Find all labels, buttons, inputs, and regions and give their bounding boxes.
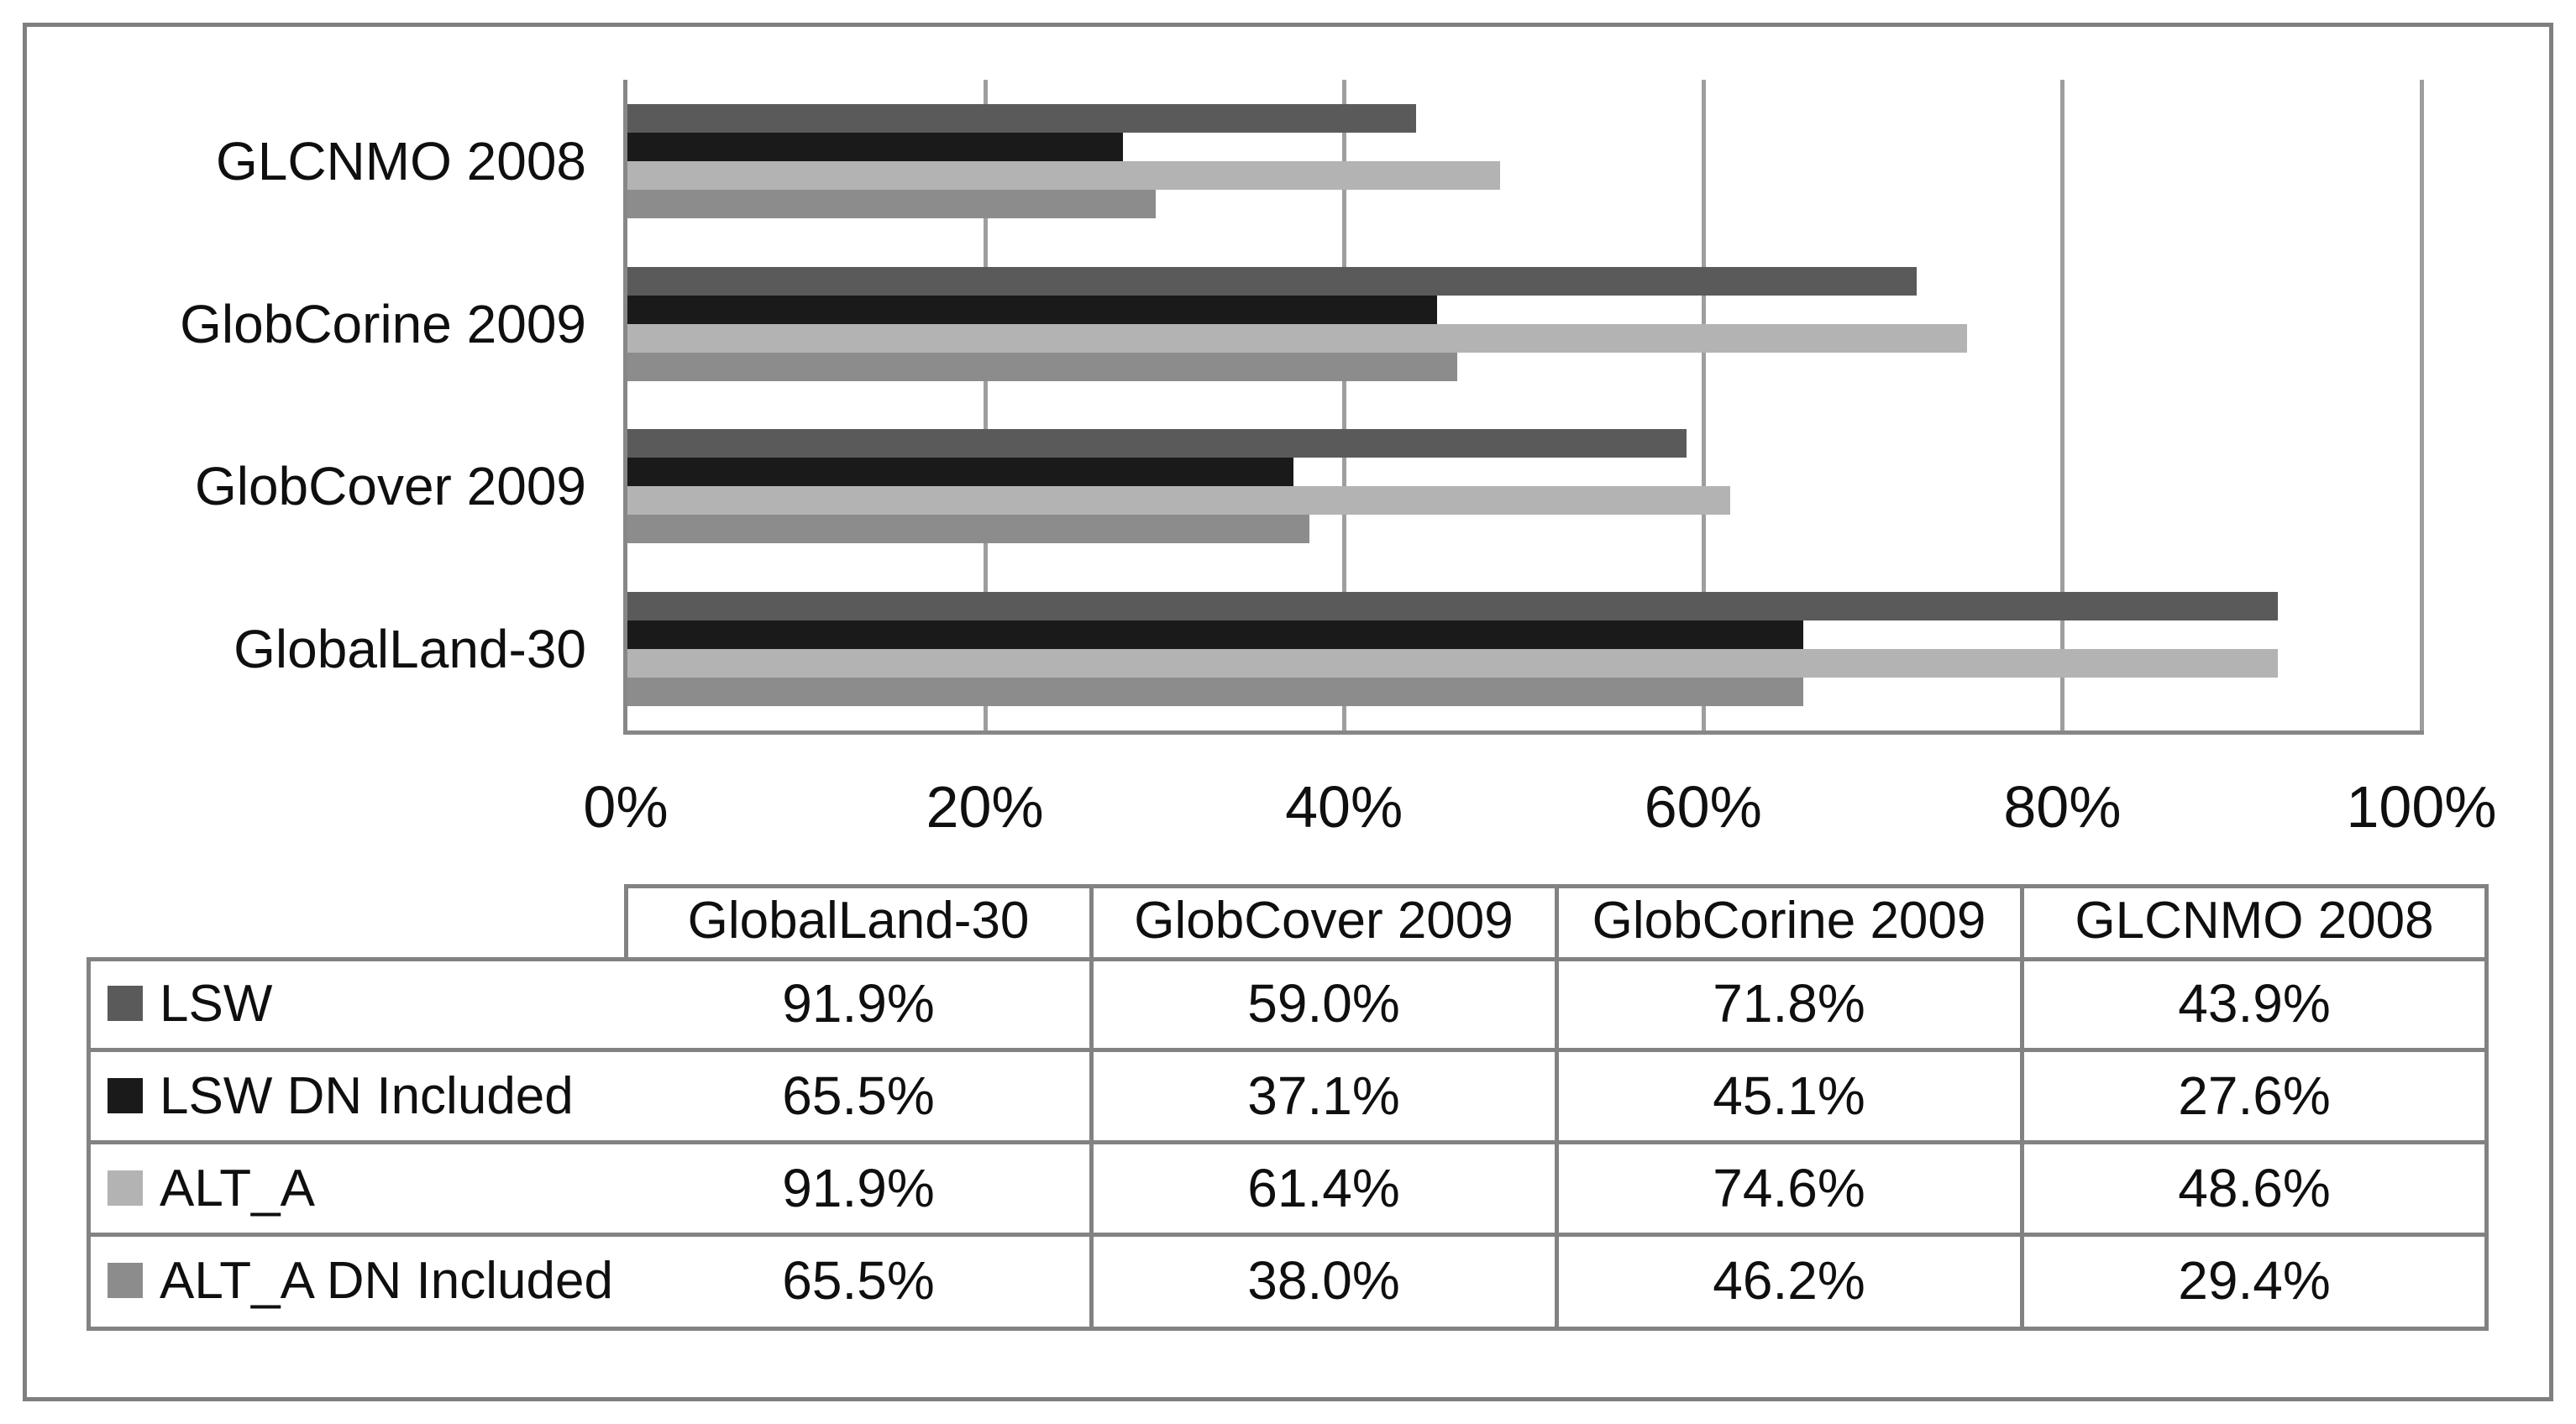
bar-glcnmo-2008-lsw-dn-included (627, 132, 1123, 161)
bar-globalland-30-alt-a (627, 649, 2278, 678)
table-cell-lsw-dn-included-globcorine-2009: 45.1% (1713, 1065, 1865, 1126)
bar-glcnmo-2008-alt-a (627, 160, 1500, 190)
table-column-separator (2020, 884, 2024, 1327)
table-header-globcover-2009: GlobCover 2009 (1134, 892, 1514, 950)
table-row-separator (88, 1233, 2487, 1237)
table-header-globalland-30: GlobalLand-30 (687, 892, 1030, 950)
table-row-separator (88, 1048, 2487, 1052)
bar-globcorine-2009-alt-a-dn-included (627, 352, 1457, 381)
x-tick-label-0: 0% (583, 774, 669, 840)
legend-label: LSW (160, 974, 273, 1033)
x-tick-label-100: 100% (2346, 774, 2497, 840)
legend-swatch-alt-a-dn-included (108, 1263, 143, 1298)
bar-globcorine-2009-alt-a (627, 323, 1967, 353)
legend-swatch-alt-a (108, 1170, 143, 1206)
gridline-60 (1701, 80, 1706, 730)
table-row-label-alt-a-dn-included: ALT_A DN Included (88, 1234, 626, 1327)
legend-swatch-lsw (108, 986, 143, 1021)
gridline-40 (1342, 80, 1347, 730)
x-axis-line (623, 730, 2424, 735)
category-label-glcnmo-2008: GLCNMO 2008 (215, 130, 586, 191)
table-row-label-lsw-dn-included: LSW DN Included (88, 1050, 626, 1142)
table-row-separator (88, 1140, 2487, 1144)
bar-globcover-2009-lsw (627, 429, 1687, 458)
table-cell-alt-a-globcover-2009: 61.4% (1247, 1158, 1400, 1218)
bar-globcover-2009-lsw-dn-included (627, 458, 1293, 487)
table-cell-lsw-globcorine-2009: 71.8% (1713, 973, 1865, 1034)
bar-globalland-30-lsw-dn-included (627, 620, 1803, 650)
bar-globcorine-2009-lsw (627, 266, 1917, 296)
table-cell-alt-a-dn-included-globalland-30: 65.5% (782, 1250, 935, 1311)
image-outer-border (23, 23, 2553, 1401)
table-row-label-alt-a: ALT_A (88, 1142, 626, 1234)
bar-globalland-30-lsw (627, 592, 2278, 621)
table-cell-lsw-globcover-2009: 59.0% (1247, 973, 1400, 1034)
table-cell-alt-a-dn-included-glcnmo-2008: 29.4% (2178, 1250, 2331, 1311)
gridline-80 (2060, 80, 2065, 730)
bar-glcnmo-2008-lsw (627, 103, 1416, 133)
table-cell-alt-a-glcnmo-2008: 48.6% (2178, 1158, 2331, 1218)
category-label-globalland-30: GlobalLand-30 (233, 619, 586, 680)
table-cell-alt-a-globalland-30: 91.9% (782, 1158, 935, 1218)
table-cell-lsw-dn-included-glcnmo-2008: 27.6% (2178, 1065, 2331, 1126)
table-cell-alt-a-dn-included-globcorine-2009: 46.2% (1713, 1250, 1865, 1311)
table-header-glcnmo-2008: GLCNMO 2008 (2075, 892, 2434, 950)
category-label-globcover-2009: GlobCover 2009 (194, 456, 586, 517)
x-tick-label-20: 20% (926, 774, 1044, 840)
y-axis-line (623, 80, 627, 733)
table-cell-alt-a-globcorine-2009: 74.6% (1713, 1158, 1865, 1218)
bar-globalland-30-alt-a-dn-included (627, 678, 1803, 707)
category-label-globcorine-2009: GlobCorine 2009 (180, 293, 586, 354)
gridline-100 (2420, 80, 2424, 730)
table-cell-alt-a-dn-included-globcover-2009: 38.0% (1247, 1250, 1400, 1311)
legend-label: LSW DN Included (160, 1066, 574, 1125)
table-column-separator (1555, 884, 1559, 1327)
table-cell-lsw-dn-included-globcover-2009: 37.1% (1247, 1065, 1400, 1126)
x-tick-label-80: 80% (2003, 774, 2122, 840)
table-cell-lsw-globalland-30: 91.9% (782, 973, 935, 1034)
legend-label: ALT_A (160, 1159, 315, 1217)
table-header-globcorine-2009: GlobCorine 2009 (1592, 892, 1986, 950)
gridline-20 (983, 80, 988, 730)
x-tick-label-60: 60% (1644, 774, 1762, 840)
x-tick-label-40: 40% (1285, 774, 1403, 840)
table-cell-lsw-dn-included-globalland-30: 65.5% (782, 1065, 935, 1126)
legend-label: ALT_A DN Included (160, 1251, 613, 1310)
bar-globcover-2009-alt-a-dn-included (627, 515, 1309, 544)
legend-swatch-lsw-dn-included (108, 1078, 143, 1113)
table-row-label-lsw: LSW (88, 957, 626, 1050)
bar-globcorine-2009-lsw-dn-included (627, 295, 1437, 324)
bar-globcover-2009-alt-a (627, 486, 1730, 516)
table-column-separator (1089, 884, 1094, 1327)
table-cell-lsw-glcnmo-2008: 43.9% (2178, 973, 2331, 1034)
bar-glcnmo-2008-alt-a-dn-included (627, 189, 1156, 218)
